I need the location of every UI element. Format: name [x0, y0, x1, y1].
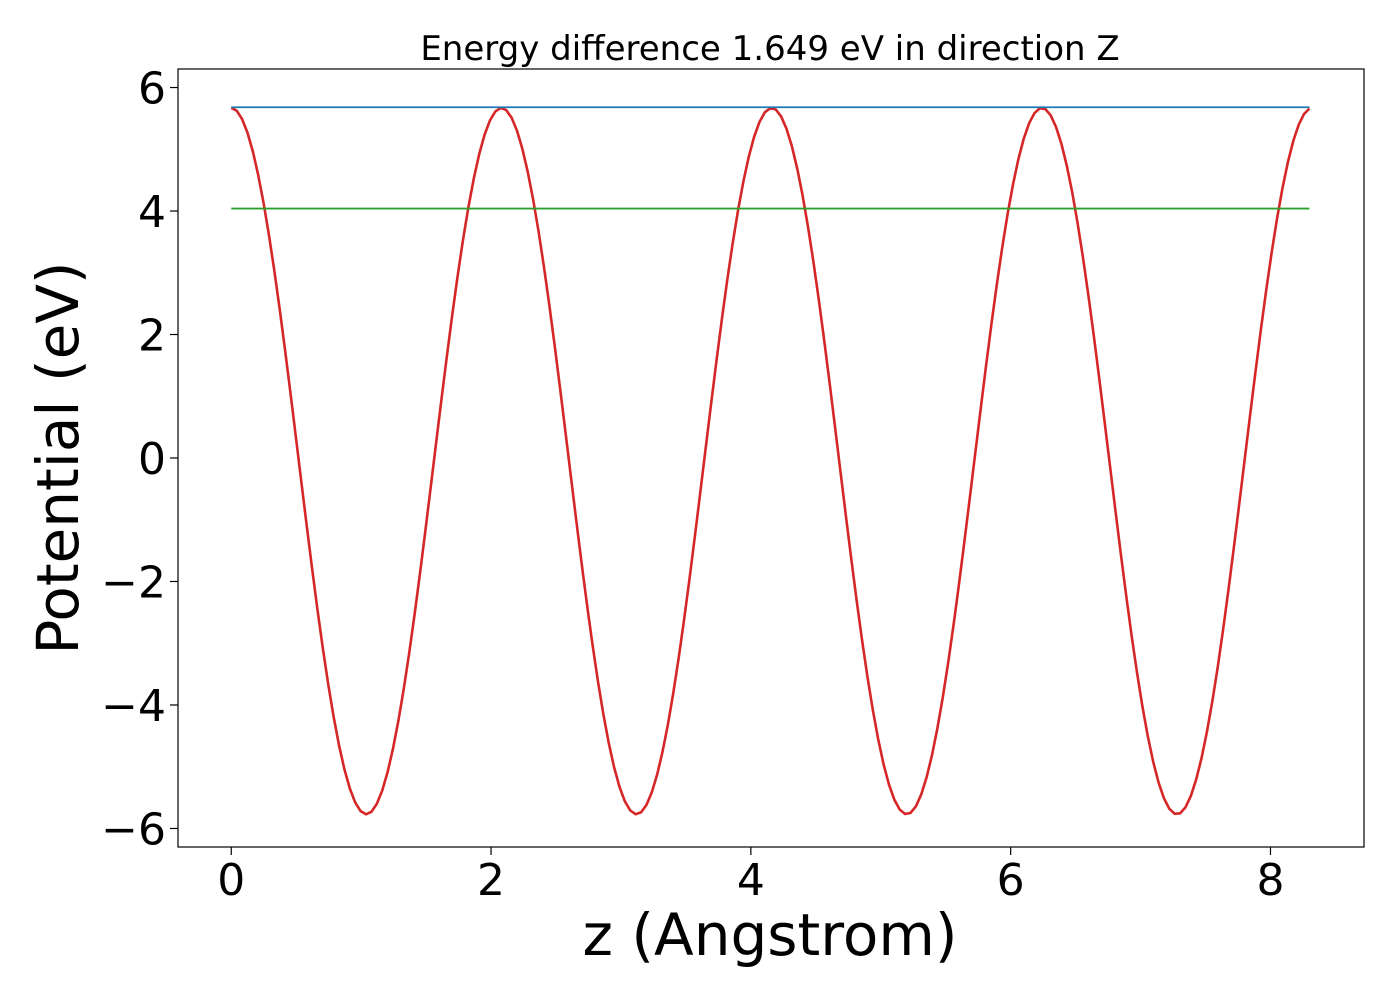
- series-layer: [230, 106, 1311, 816]
- ticks-layer: 0 2 4 6 8 −6 −4 −2 0 2 4 6: [101, 64, 1284, 906]
- x-tick-label: 8: [1256, 855, 1284, 906]
- y-tick-label: −2: [101, 557, 166, 608]
- x-tick-label: 2: [477, 855, 505, 906]
- y-tick-label: −4: [101, 681, 166, 732]
- x-tick-label: 6: [997, 855, 1025, 906]
- chart-title: Energy difference 1.649 eV in direction …: [420, 29, 1119, 69]
- y-tick-label: 4: [138, 187, 166, 238]
- x-tick-label: 4: [737, 855, 765, 906]
- y-axis-label: Potential (eV): [24, 261, 92, 654]
- x-axis-label: z (Angstrom): [583, 901, 958, 969]
- x-tick-label: 0: [217, 855, 245, 906]
- y-tick-label: 2: [138, 311, 166, 362]
- y-tick-label: 0: [138, 434, 166, 485]
- y-tick-label: 6: [138, 64, 166, 115]
- y-tick-label: −6: [101, 804, 166, 855]
